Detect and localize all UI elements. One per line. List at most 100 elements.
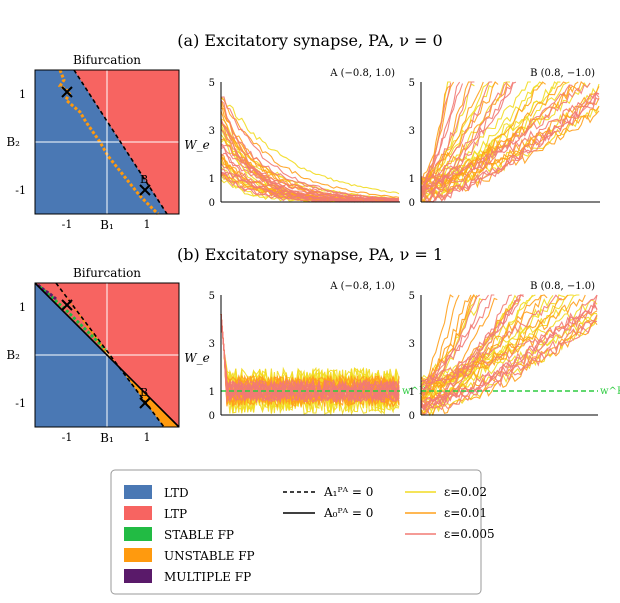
trajectory-ε=0.005 bbox=[420, 81, 514, 197]
bifurcation-b: Bifurcation B 1 -1 B₂ -1 1 B₁ bbox=[6, 266, 180, 445]
ytick: 1 bbox=[19, 301, 26, 314]
trajectory-ε=0.005 bbox=[420, 294, 495, 383]
trajectory-ε=0.005 bbox=[420, 294, 598, 411]
trajectory-ε=0.005 bbox=[420, 294, 562, 387]
marker-b-point bbox=[139, 397, 151, 409]
trajectory-ε=0.02 bbox=[220, 96, 400, 195]
traj-panel-a2: B (0.8, −1.0) 5 3 1 0 bbox=[409, 68, 600, 209]
traj-panel-b2: B (0.8, −1.0) w^PA 5 3 1 0 bbox=[409, 281, 620, 422]
trajectory-ε=0.02 bbox=[420, 84, 540, 197]
ytick: 3 bbox=[209, 339, 215, 350]
marker-b-label: B bbox=[140, 386, 148, 399]
ytick: 0 bbox=[409, 411, 415, 422]
legend-swatch-ltp bbox=[124, 506, 152, 520]
trajectories bbox=[420, 81, 600, 204]
ytick: 5 bbox=[409, 291, 415, 302]
ytick: 5 bbox=[209, 78, 215, 89]
ytick: 3 bbox=[209, 126, 215, 137]
trajectories bbox=[220, 96, 400, 203]
unstable-fp-a bbox=[57, 69, 160, 216]
trajectory-ε=0.005 bbox=[420, 300, 598, 411]
bifurcation-ylabel: B₂ bbox=[6, 348, 20, 362]
ytick: 1 bbox=[19, 88, 26, 101]
legend-frame bbox=[110, 469, 482, 595]
ytick: -1 bbox=[15, 184, 26, 197]
legend-label-ltd: LTD bbox=[164, 486, 189, 500]
trajectory-ε=0.005 bbox=[420, 81, 517, 203]
marker-b-label: B bbox=[140, 173, 148, 186]
panel-title: B (0.8, −1.0) bbox=[530, 68, 595, 79]
ytick: 3 bbox=[409, 126, 415, 137]
trajectory-ε=0.02 bbox=[420, 294, 565, 387]
traj-panel-b1: A (−0.8, 1.0) W_e w^PA 5 3 1 0 bbox=[184, 281, 432, 422]
trajectory-ε=0.005 bbox=[420, 81, 493, 189]
trajectory-ε=0.005 bbox=[420, 91, 600, 185]
trajectory-ε=0.005 bbox=[220, 314, 400, 403]
trajectory-ε=0.005 bbox=[220, 129, 400, 203]
ytick: 0 bbox=[209, 198, 215, 209]
trajectory-ε=0.005 bbox=[220, 143, 400, 200]
trajectory-ε=0.005 bbox=[420, 81, 508, 195]
trajectory-ε=0.005 bbox=[420, 81, 475, 193]
trajectory-ε=0.005 bbox=[220, 314, 400, 403]
marker-a-point bbox=[61, 86, 73, 98]
bifurcation-a-title: Bifurcation bbox=[73, 53, 141, 67]
row-a-title: (a) Excitatory synapse, PA, ν = 0 bbox=[177, 31, 442, 50]
xtick: 1 bbox=[144, 431, 151, 444]
trajectory-ε=0.005 bbox=[420, 97, 600, 203]
bifurcation-a-frame bbox=[34, 69, 180, 215]
marker-a-point bbox=[61, 299, 73, 311]
trajectory-ε=0.01 bbox=[420, 294, 472, 388]
ytick: 3 bbox=[409, 339, 415, 350]
trajectory-ε=0.005 bbox=[220, 314, 400, 403]
bifurcation-xlabel: B₁ bbox=[100, 431, 114, 445]
trajectory-ε=0.01 bbox=[220, 97, 400, 198]
marker-b-point bbox=[139, 184, 151, 196]
panel-title: A (−0.8, 1.0) bbox=[329, 68, 395, 79]
legend-label-a0: A₀ᴾᴬ = 0 bbox=[323, 506, 373, 520]
trajectory-ε=0.005 bbox=[420, 81, 461, 192]
trajectory-ε=0.005 bbox=[420, 294, 489, 391]
ytick: 0 bbox=[209, 411, 215, 422]
trajectory-ε=0.01 bbox=[420, 294, 569, 408]
trajectory-ε=0.01 bbox=[420, 85, 451, 198]
ytick: 1 bbox=[209, 387, 215, 398]
bifurcation-ylabel: B₂ bbox=[6, 135, 20, 149]
legend-label-eps002: ε=0.02 bbox=[444, 485, 487, 499]
panel-ylabel: W_e bbox=[184, 138, 209, 152]
panel-ylabel: W_e bbox=[184, 351, 209, 365]
legend-swatch-unstable bbox=[124, 548, 152, 562]
legend-label-eps0005: ε=0.005 bbox=[444, 527, 495, 541]
multiple-fp-b bbox=[37, 283, 57, 301]
trajectories bbox=[220, 314, 400, 416]
bifurcation-xlabel: B₁ bbox=[100, 218, 114, 232]
trajectory-ε=0.005 bbox=[220, 146, 400, 201]
trajectory-ε=0.005 bbox=[421, 92, 600, 203]
wpa-label: w^PA bbox=[402, 386, 433, 397]
trajectory-ε=0.005 bbox=[420, 294, 513, 407]
traj-panel-a1: A (−0.8, 1.0) W_e 5 3 1 0 bbox=[184, 68, 400, 209]
trajectory-ε=0.01 bbox=[420, 294, 460, 404]
trajectory-ε=0.01 bbox=[420, 81, 567, 197]
xtick: -1 bbox=[62, 431, 73, 444]
trajectory-ε=0.005 bbox=[420, 320, 597, 414]
ytick: 0 bbox=[409, 198, 415, 209]
trajectories bbox=[420, 293, 598, 417]
ytick: 5 bbox=[409, 78, 415, 89]
legend-swatch-ltd bbox=[124, 485, 152, 499]
wpa-label: w^PA bbox=[600, 386, 620, 397]
row-b-title: (b) Excitatory synapse, PA, ν = 1 bbox=[177, 245, 443, 264]
legend-swatch-multiple bbox=[124, 569, 152, 583]
trajectory-ε=0.005 bbox=[420, 84, 573, 198]
legend-swatch-stable bbox=[124, 527, 152, 541]
ytick: 5 bbox=[209, 291, 215, 302]
xtick: 1 bbox=[144, 218, 151, 231]
ytick: -1 bbox=[15, 397, 26, 410]
panel-title: B (0.8, −1.0) bbox=[530, 281, 595, 292]
trajectory-ε=0.01 bbox=[420, 81, 484, 184]
stable-fp-b bbox=[39, 285, 108, 352]
legend-label-a1: A₁ᴾᴬ = 0 bbox=[323, 485, 373, 499]
bifurcation-b-frame bbox=[34, 282, 180, 428]
legend: LTD LTP STABLE FP UNSTABLE FP MULTIPLE F… bbox=[110, 469, 495, 595]
